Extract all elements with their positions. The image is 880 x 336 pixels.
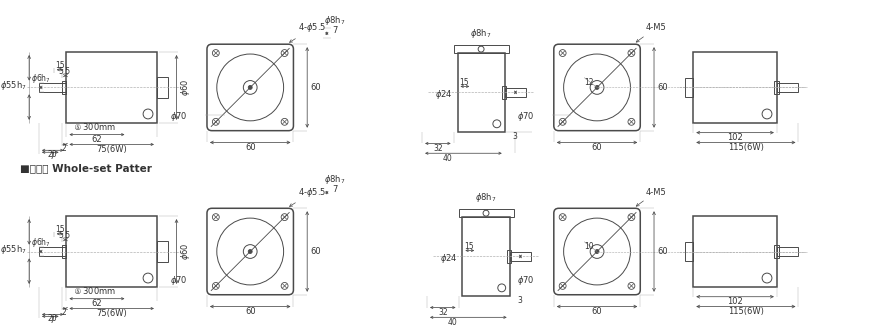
Text: 75(6W): 75(6W) bbox=[96, 145, 127, 154]
Text: 60: 60 bbox=[310, 83, 321, 92]
Text: 15: 15 bbox=[465, 242, 474, 251]
Bar bbox=[774, 245, 779, 258]
Text: $\phi$55h$_7$: $\phi$55h$_7$ bbox=[0, 79, 27, 92]
Text: 62: 62 bbox=[92, 135, 102, 144]
Text: 15: 15 bbox=[55, 61, 64, 70]
Text: $\phi$70: $\phi$70 bbox=[517, 111, 534, 123]
Text: 102: 102 bbox=[727, 297, 743, 306]
Bar bbox=[502, 86, 506, 99]
Bar bbox=[62, 245, 67, 258]
Text: $\phi$24: $\phi$24 bbox=[435, 88, 452, 101]
Text: 60: 60 bbox=[657, 83, 668, 92]
Text: 60: 60 bbox=[591, 143, 602, 152]
Text: 4-M5: 4-M5 bbox=[636, 187, 666, 206]
Text: 60: 60 bbox=[591, 307, 602, 316]
Text: 5.5: 5.5 bbox=[58, 231, 70, 240]
Bar bbox=[453, 45, 509, 53]
Text: $\phi$24: $\phi$24 bbox=[440, 252, 458, 265]
Text: $\circledS$ 300mm: $\circledS$ 300mm bbox=[74, 121, 116, 132]
Text: ■整体式 Whole-set Patter: ■整体式 Whole-set Patter bbox=[20, 163, 152, 173]
Text: 2: 2 bbox=[62, 144, 66, 153]
Bar bbox=[67, 216, 157, 287]
Text: 7: 7 bbox=[332, 26, 337, 35]
Text: 60: 60 bbox=[657, 247, 668, 256]
Bar bbox=[39, 83, 67, 92]
Text: 4-M5: 4-M5 bbox=[636, 24, 666, 42]
Text: 7: 7 bbox=[50, 152, 55, 161]
Text: 7: 7 bbox=[332, 185, 337, 194]
Text: $\phi$8h$_7$: $\phi$8h$_7$ bbox=[470, 27, 492, 40]
Text: 3: 3 bbox=[512, 132, 517, 141]
Text: $\phi$8h$_7$: $\phi$8h$_7$ bbox=[324, 14, 346, 27]
Bar bbox=[67, 52, 157, 123]
Bar bbox=[777, 247, 798, 256]
Bar bbox=[507, 250, 510, 263]
Text: 7: 7 bbox=[50, 316, 55, 325]
Text: 10: 10 bbox=[584, 242, 594, 251]
Bar bbox=[458, 53, 504, 132]
Text: 115(6W): 115(6W) bbox=[728, 143, 764, 152]
Text: $\phi$6h$_7$: $\phi$6h$_7$ bbox=[31, 72, 51, 85]
Bar bbox=[686, 242, 693, 261]
Text: $\phi$8h$_7$: $\phi$8h$_7$ bbox=[475, 191, 497, 204]
Circle shape bbox=[248, 250, 253, 253]
Text: 60: 60 bbox=[245, 307, 255, 316]
Text: 3: 3 bbox=[517, 296, 523, 305]
Text: $\phi$6h$_7$: $\phi$6h$_7$ bbox=[31, 236, 51, 249]
Text: 20: 20 bbox=[48, 314, 57, 323]
Text: 5.5: 5.5 bbox=[58, 67, 70, 76]
Text: 4-$\phi$5.5: 4-$\phi$5.5 bbox=[290, 22, 326, 42]
Text: 60: 60 bbox=[245, 143, 255, 152]
Bar bbox=[458, 209, 514, 217]
Text: 75(6W): 75(6W) bbox=[96, 309, 127, 318]
Text: 32: 32 bbox=[438, 308, 448, 317]
Bar bbox=[510, 252, 532, 261]
Text: $\phi$60: $\phi$60 bbox=[180, 243, 193, 260]
Text: $\phi$55h$_7$: $\phi$55h$_7$ bbox=[0, 243, 27, 256]
Circle shape bbox=[248, 85, 253, 89]
Text: $\circledS$ 300mm: $\circledS$ 300mm bbox=[74, 285, 116, 296]
Bar bbox=[774, 81, 779, 94]
Circle shape bbox=[595, 250, 599, 253]
Bar bbox=[693, 216, 777, 287]
Text: 2: 2 bbox=[62, 308, 66, 317]
Text: $\phi$70: $\phi$70 bbox=[517, 275, 534, 288]
Bar bbox=[62, 81, 67, 94]
Bar bbox=[157, 77, 168, 98]
Bar bbox=[157, 241, 168, 262]
Circle shape bbox=[595, 85, 599, 89]
Bar bbox=[39, 247, 67, 256]
Text: $\phi$8h$_7$: $\phi$8h$_7$ bbox=[324, 173, 346, 186]
Text: 15: 15 bbox=[459, 78, 469, 87]
Text: $\phi$60: $\phi$60 bbox=[180, 79, 193, 96]
Text: 60: 60 bbox=[310, 247, 321, 256]
Bar bbox=[462, 217, 510, 296]
Text: 15: 15 bbox=[55, 225, 64, 235]
Text: 40: 40 bbox=[448, 318, 458, 327]
Text: 62: 62 bbox=[92, 299, 102, 308]
Text: 102: 102 bbox=[727, 133, 743, 142]
Text: 20: 20 bbox=[48, 150, 57, 159]
Text: 12: 12 bbox=[584, 78, 594, 87]
Text: $\phi$70: $\phi$70 bbox=[170, 275, 187, 288]
Text: $\phi$70: $\phi$70 bbox=[170, 111, 187, 123]
Text: 40: 40 bbox=[443, 154, 452, 163]
Bar bbox=[693, 52, 777, 123]
Bar bbox=[686, 78, 693, 97]
Bar bbox=[504, 88, 526, 97]
Text: 4-$\phi$5.5: 4-$\phi$5.5 bbox=[290, 185, 326, 206]
Text: 32: 32 bbox=[433, 144, 443, 153]
Bar bbox=[777, 83, 798, 92]
Text: 115(6W): 115(6W) bbox=[728, 307, 764, 316]
